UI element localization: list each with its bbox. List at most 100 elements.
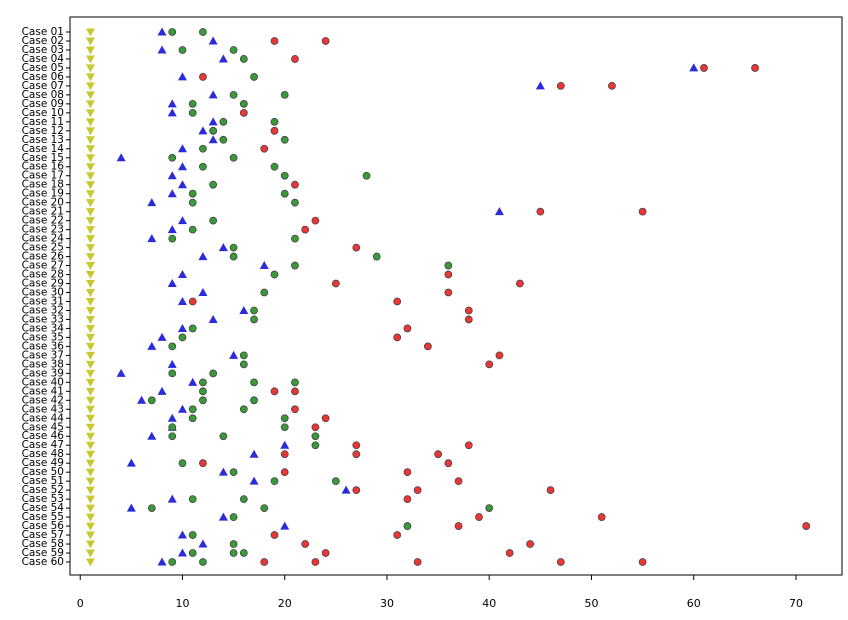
dot: [250, 73, 258, 81]
triangle: [85, 46, 95, 55]
dot: [352, 243, 361, 252]
y-tick-label: Case 07: [22, 80, 64, 92]
triangle: [85, 459, 95, 468]
dot: [188, 99, 197, 108]
y-tick-label: Case 28: [22, 269, 64, 281]
dot: [464, 441, 473, 450]
triangle: [116, 153, 126, 162]
dot: [301, 540, 310, 548]
triangle: [249, 476, 259, 485]
triangle: [198, 126, 208, 135]
y-tick-label: Case 01: [22, 26, 64, 38]
dot: [147, 396, 156, 405]
triangle: [85, 271, 95, 280]
triangle: [85, 495, 95, 504]
triangle: [177, 296, 187, 305]
triangle: [85, 163, 95, 172]
dot: [638, 558, 647, 566]
y-tick-label: Case 40: [22, 376, 64, 388]
dot: [147, 504, 156, 513]
dot: [291, 234, 299, 243]
y-tick-label: Case 21: [22, 206, 64, 218]
triangle: [280, 440, 290, 449]
triangle: [85, 414, 95, 423]
triangle: [167, 279, 177, 288]
dot: [260, 504, 269, 513]
dot: [239, 549, 248, 557]
dot: [372, 252, 381, 261]
y-tick-label: Case 58: [22, 538, 64, 550]
triangle: [177, 72, 187, 81]
triangle: [85, 423, 95, 432]
y-tick-label: Case 33: [22, 313, 64, 325]
triangle: [208, 135, 218, 144]
dot: [250, 315, 258, 324]
dot: [464, 315, 473, 324]
triangle: [85, 441, 95, 450]
y-tick-label: Case 49: [22, 457, 64, 469]
dot: [280, 468, 289, 477]
dot: [199, 387, 207, 396]
triangle: [177, 144, 187, 153]
dot: [301, 225, 310, 234]
dot: [311, 432, 320, 441]
dot: [168, 369, 177, 378]
y-tick-label: Case 15: [22, 152, 64, 164]
y-tick-label: Case 45: [22, 421, 64, 433]
dot: [751, 64, 759, 72]
x-tick-label: 60: [687, 597, 701, 610]
dot: [454, 477, 463, 486]
triangle: [85, 531, 95, 540]
dot: [260, 144, 269, 153]
dot: [321, 549, 330, 557]
triangle: [167, 99, 177, 108]
y-tick-label: Case 06: [22, 71, 65, 83]
dot: [638, 207, 647, 216]
triangle: [167, 108, 177, 117]
dot: [280, 423, 289, 432]
dot: [168, 234, 177, 243]
triangle: [218, 54, 228, 63]
dot: [188, 405, 197, 414]
y-tick-label: Case 27: [22, 260, 64, 272]
triangle: [85, 136, 95, 145]
y-tick-label: Case 34: [22, 322, 65, 334]
dot: [280, 135, 289, 144]
triangle: [85, 549, 95, 558]
dot: [168, 558, 177, 566]
triangle: [208, 36, 218, 45]
dot: [608, 81, 616, 90]
dot: [199, 28, 207, 36]
dot: [219, 117, 228, 126]
triangle: [85, 100, 95, 109]
triangle: [147, 198, 157, 207]
y-tick-label: Case 39: [22, 367, 64, 379]
y-tick-label: Case 23: [22, 224, 64, 236]
y-tick-label: Case 17: [22, 170, 64, 182]
dot: [250, 306, 258, 315]
triangle: [85, 190, 95, 199]
triangle: [85, 217, 95, 226]
dot: [444, 270, 453, 279]
triangle: [85, 378, 95, 387]
y-tick-label: Case 35: [22, 331, 64, 343]
dot: [250, 396, 258, 405]
triangle: [85, 109, 95, 118]
y-tick-label: Case 18: [22, 179, 64, 191]
triangle: [85, 297, 95, 306]
triangle: [85, 324, 95, 333]
y-tick-label: Case 26: [22, 251, 65, 263]
dot: [393, 297, 402, 306]
triangle: [85, 504, 95, 513]
dot: [199, 396, 207, 405]
triangle: [85, 522, 95, 531]
triangle: [218, 467, 228, 476]
triangle: [177, 548, 187, 557]
triangle: [147, 431, 157, 440]
triangle: [208, 314, 218, 323]
y-tick-label: Case 20: [22, 197, 64, 209]
y-tick-label: Case 29: [22, 278, 64, 290]
dot: [188, 297, 197, 306]
dot: [270, 477, 279, 486]
